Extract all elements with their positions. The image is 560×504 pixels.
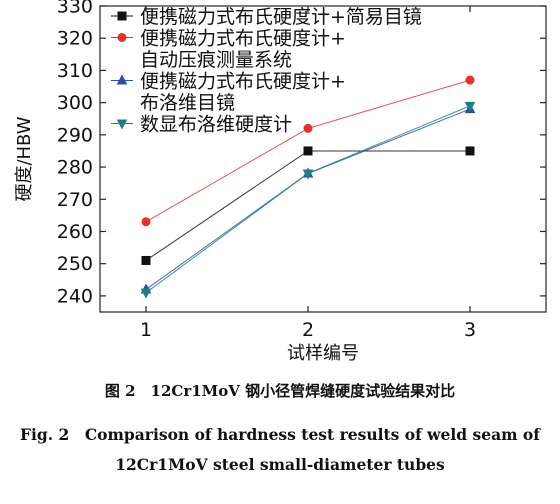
y-tick-label: 270 xyxy=(57,189,93,211)
y-tick-label: 290 xyxy=(57,124,93,146)
legend-label: 自动压痕测量系统 xyxy=(140,49,292,71)
data-point xyxy=(141,217,151,227)
x-axis: 1 2 3 xyxy=(140,6,476,341)
figure-caption-english-line1: Fig. 2 Comparison of hardness test resul… xyxy=(20,425,540,444)
figure-caption-english-line2: 12Cr1MoV steel small-diameter tubes xyxy=(115,455,445,474)
y-tick-label: 280 xyxy=(57,157,93,179)
legend-label: 布洛维目镜 xyxy=(140,92,235,114)
y-tick-label: 310 xyxy=(57,60,93,82)
x-tick-label: 3 xyxy=(464,319,476,341)
hardness-line-chart: 240 250 260 270 280 290 300 310 320 330 1 2 3 便携磁力式… xyxy=(14,0,547,364)
x-axis-label: 试样编号 xyxy=(287,343,359,364)
data-point xyxy=(465,75,475,85)
x-tick-label: 1 xyxy=(140,319,152,341)
legend-marker xyxy=(116,74,128,85)
data-point xyxy=(141,255,151,265)
series-4 xyxy=(140,101,476,299)
data-point xyxy=(303,146,313,156)
legend: 便携磁力式布氏硬度计+简易目镜便携磁力式布氏硬度计+自动压痕测量系统便携磁力式布… xyxy=(111,6,422,136)
legend-marker xyxy=(117,11,127,21)
y-axis-label: 硬度/HBW xyxy=(14,116,35,201)
figure-caption-chinese: 图 2 12Cr1MoV 钢小径管焊缝硬度试验结果对比 xyxy=(104,382,456,400)
legend-marker xyxy=(117,33,127,42)
data-point xyxy=(465,146,475,156)
y-axis: 240 250 260 270 280 290 300 310 320 330 xyxy=(57,0,546,307)
y-tick-label: 250 xyxy=(57,253,93,275)
y-tick-label: 320 xyxy=(57,28,93,50)
y-tick-label: 260 xyxy=(57,221,93,243)
legend-label: 便携磁力式布氏硬度计+ xyxy=(140,71,346,93)
series-layer xyxy=(140,75,476,299)
legend-label: 便携磁力式布氏硬度计+ xyxy=(140,28,346,50)
data-point xyxy=(464,101,476,112)
y-tick-label: 240 xyxy=(57,285,93,307)
data-point xyxy=(302,169,314,180)
data-point xyxy=(303,123,313,133)
legend-marker xyxy=(116,119,128,130)
series-1 xyxy=(141,146,475,265)
x-tick-label: 2 xyxy=(302,319,314,341)
data-point xyxy=(140,288,152,299)
y-tick-label: 300 xyxy=(57,92,93,114)
series-2 xyxy=(141,75,475,227)
plot-frame xyxy=(99,5,547,313)
series-line xyxy=(145,150,470,261)
legend-label: 数显布洛维硬度计 xyxy=(140,114,292,136)
series-line xyxy=(145,108,471,290)
y-tick-label: 330 xyxy=(57,0,93,18)
legend-label: 便携磁力式布氏硬度计+简易目镜 xyxy=(140,6,422,28)
